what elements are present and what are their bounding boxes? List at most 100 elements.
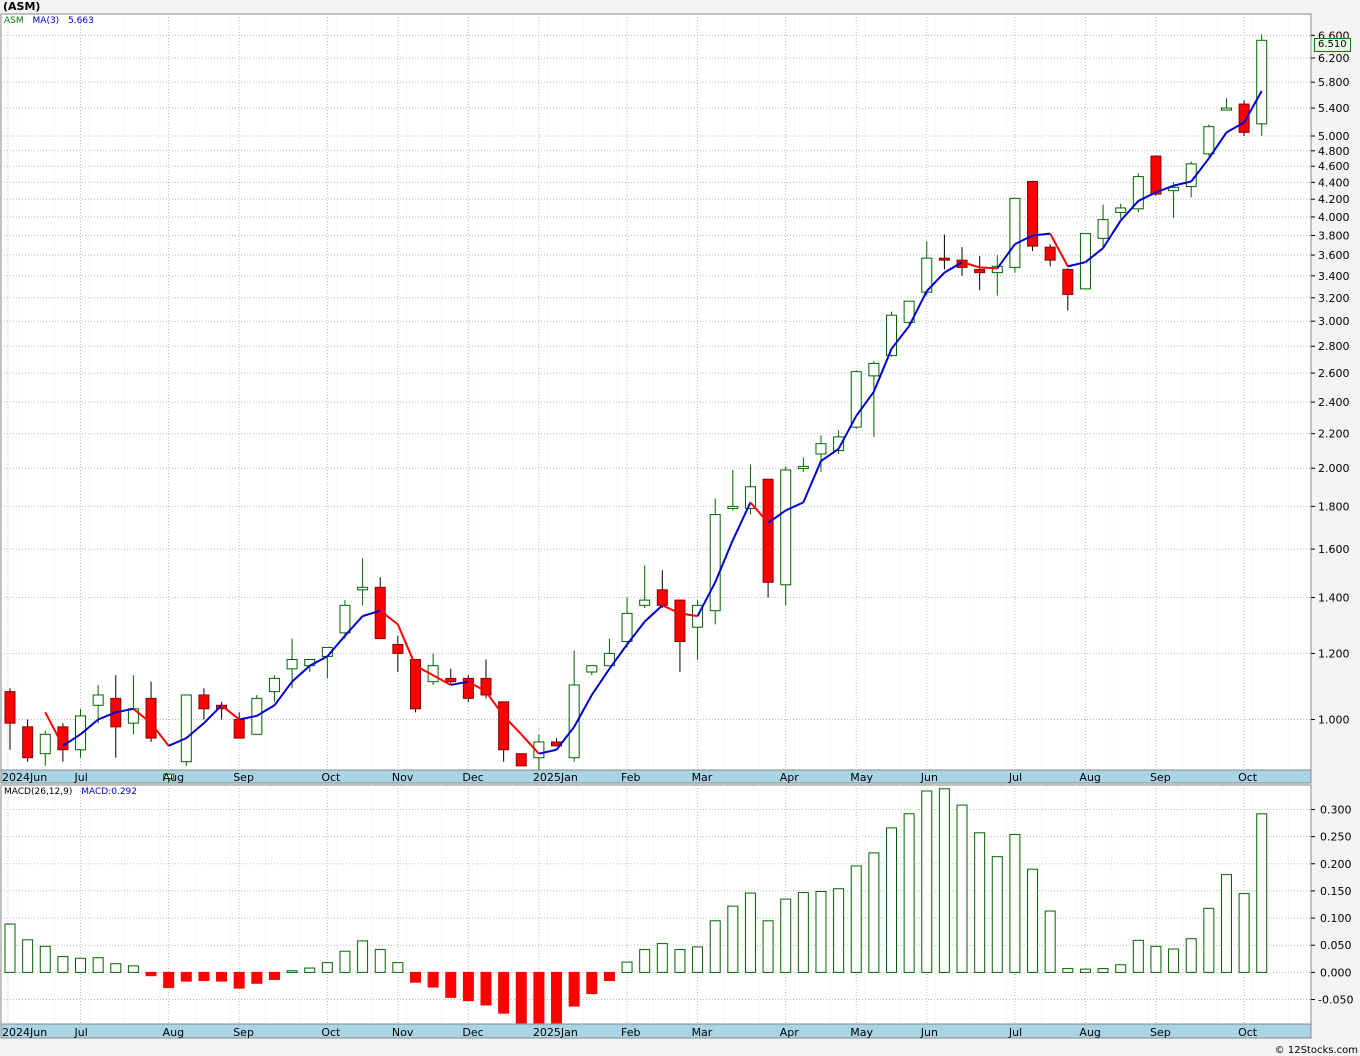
macd-bar — [762, 920, 774, 973]
ma3-segment — [168, 737, 187, 747]
ma3-segment — [502, 715, 522, 736]
price-tick-label: 1.800 — [1318, 500, 1350, 513]
macd-bar — [216, 971, 228, 982]
price-tick-label: 2.800 — [1318, 340, 1350, 353]
macd-bar — [1238, 893, 1250, 973]
candle-body — [533, 741, 545, 759]
x-tick-label: 2024Jun — [2, 1026, 47, 1039]
macd-bar — [921, 790, 933, 973]
macd-bar — [956, 804, 968, 973]
x-tick-label: Jun — [920, 1026, 938, 1039]
macd-bar — [357, 940, 369, 973]
candle-body — [815, 443, 827, 455]
macd-bar — [339, 950, 351, 973]
x-tick-label: Jul — [1008, 771, 1022, 784]
candle-body — [75, 715, 87, 751]
candle-body — [4, 691, 16, 724]
macd-tick-label: -0.050 — [1318, 994, 1353, 1007]
macd-bar — [75, 957, 87, 973]
macd-bar — [409, 971, 421, 983]
macd-bar — [568, 971, 580, 1007]
macd-bar — [4, 923, 16, 973]
x-tick-label: Aug — [1079, 771, 1100, 784]
ma3-segment — [749, 501, 769, 524]
x-tick-label: Jul — [1008, 1026, 1022, 1039]
x-tick-label: Oct — [1238, 771, 1258, 784]
x-tick-label: Jul — [74, 771, 88, 784]
x-tick-label: Sep — [233, 1026, 254, 1039]
candle-body — [886, 314, 897, 356]
candle-body — [233, 719, 245, 739]
macd-bar — [321, 962, 333, 973]
x-tick-label: Nov — [392, 1026, 414, 1039]
macd-panel — [0, 784, 1312, 1025]
x-tick-label: Sep — [233, 771, 254, 784]
ma3-segment — [943, 261, 963, 274]
macd-bar — [1079, 968, 1091, 973]
macd-bar — [886, 827, 897, 973]
ma3-segment — [1173, 180, 1192, 187]
price-tick-label: 5.000 — [1318, 130, 1350, 143]
macd-legend: MACD(26,12,9) MACD:0.292 — [4, 787, 137, 797]
ma3-segment — [890, 325, 910, 350]
ma3-segment — [908, 290, 928, 327]
ma3-segment — [1102, 219, 1122, 249]
price-tick-label: 2.200 — [1318, 428, 1350, 441]
macd-bar — [251, 971, 263, 984]
macd-bar — [674, 949, 686, 973]
macd-bar — [744, 892, 756, 973]
price-tick-label: 5.400 — [1318, 102, 1350, 115]
macd-bar — [903, 813, 915, 973]
candle-body — [621, 612, 633, 643]
candle-body — [1168, 186, 1180, 192]
macd-bar — [533, 971, 545, 1024]
x-tick-label: Oct — [321, 771, 341, 784]
macd-bar — [868, 852, 880, 973]
x-tick-label: Feb — [621, 1026, 640, 1039]
macd-tick-label: 0.200 — [1320, 858, 1352, 871]
x-tick-label: Feb — [621, 771, 640, 784]
macd-bar — [515, 971, 527, 1024]
ma3-segment — [467, 680, 487, 693]
x-tick-label: Aug — [163, 1026, 184, 1039]
macd-bar — [1009, 833, 1021, 973]
legend-ma-name: MA(3) — [32, 16, 60, 26]
ma3-segment — [1032, 232, 1051, 237]
candle-body — [709, 514, 721, 612]
ticker-title: (ASM) — [3, 0, 41, 13]
candle-body — [656, 589, 668, 606]
macd-bar — [1115, 964, 1127, 973]
price-tick-label: 1.400 — [1318, 592, 1350, 605]
ma3-segment — [1049, 233, 1069, 267]
ma3-segment — [802, 460, 822, 503]
macd-bar — [692, 946, 704, 973]
macd-bar — [1027, 868, 1039, 973]
ma3-segment — [485, 691, 505, 717]
candle-body — [1256, 39, 1268, 125]
candle-body — [392, 643, 404, 654]
candle-body — [92, 694, 104, 706]
x-tick-label: Dec — [462, 771, 483, 784]
macd-bar — [498, 971, 510, 1014]
candle-body — [163, 773, 175, 779]
macd-bar — [797, 892, 809, 973]
ma3-segment — [626, 620, 646, 646]
macd-bar — [780, 898, 792, 973]
ma3-segment — [44, 711, 64, 747]
price-tick-label: 3.400 — [1318, 270, 1350, 283]
ma3-segment — [256, 704, 275, 717]
ma3-segment — [555, 726, 575, 751]
ma3-segment — [97, 711, 117, 721]
price-axis-band — [0, 769, 1312, 784]
x-tick-label: Apr — [780, 771, 800, 784]
last-price-badge: 6.510 — [1314, 38, 1351, 52]
price-tick-label: 3.000 — [1318, 315, 1350, 328]
price-tick-label: 3.600 — [1318, 249, 1350, 262]
x-tick-label: May — [850, 1026, 873, 1039]
macd-bar — [833, 888, 845, 973]
macd-bar — [603, 971, 615, 982]
ma3-segment — [785, 501, 804, 512]
macd-bar — [445, 971, 457, 998]
macd-bar — [991, 856, 1003, 973]
ma3-segment — [996, 243, 1016, 270]
